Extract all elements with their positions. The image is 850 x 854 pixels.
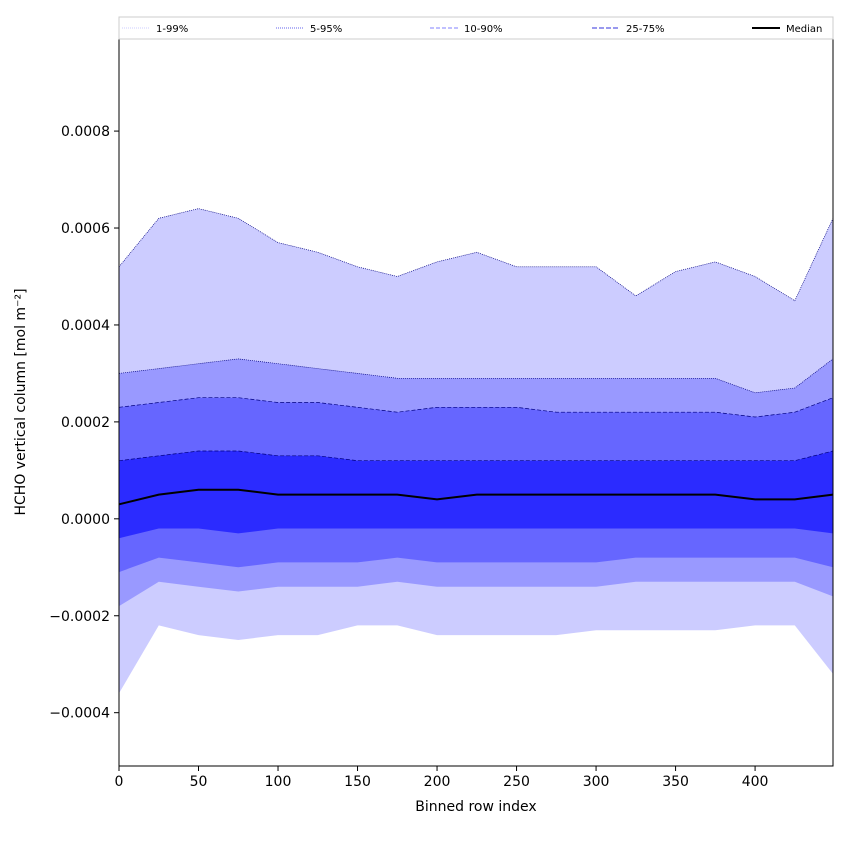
y-tick-label-3: 0.0002: [61, 415, 110, 431]
band-upper-edge-3: [118, 450, 834, 462]
x-tick-label-4: 200: [424, 774, 451, 790]
legend-label-2: 10-90%: [464, 24, 503, 35]
legend-label-3: 25-75%: [626, 24, 665, 35]
x-tick-label-3: 150: [344, 774, 371, 790]
x-axis-ticks: 0 50 100 150 200 250 300 350 400: [115, 766, 769, 790]
lines-layer: [118, 488, 834, 506]
legend-box: [118, 16, 834, 40]
x-tick-label-6: 300: [583, 774, 610, 790]
x-tick-label-7: 350: [662, 774, 689, 790]
x-tick-label-0: 0: [115, 774, 124, 790]
series-line-0: [118, 488, 834, 506]
x-tick-label-2: 100: [265, 774, 292, 790]
x-tick-label-1: 50: [190, 774, 208, 790]
y-tick-label-4: 0.0004: [61, 318, 110, 334]
legend-label-1: 5-95%: [310, 24, 342, 35]
y-tick-label-0: −0.0004: [49, 706, 110, 722]
legend-label-0: 1-99%: [156, 24, 188, 35]
y-tick-label-5: 0.0006: [61, 221, 110, 237]
y-tick-label-2: 0.0000: [61, 512, 110, 528]
y-tick-label-6: 0.0008: [61, 124, 110, 140]
band-upper-edge-1: [118, 358, 834, 394]
x-tick-label-8: 400: [742, 774, 769, 790]
y-axis-ticks: −0.0004 −0.0002 0.0000 0.0002 0.0004 0.0006 0.…: [49, 124, 119, 722]
y-tick-label-1: −0.0002: [49, 609, 110, 625]
legend: 1-99% 5-95% 10-90% 25-75% Median: [118, 16, 834, 40]
legend-label-4: Median: [786, 24, 822, 35]
bands-layer: [118, 208, 834, 694]
x-axis-label: Binned row index: [415, 799, 536, 815]
y-axis-label: HCHO vertical column [mol m⁻²]: [13, 288, 29, 515]
band-upper-edge-0: [118, 208, 834, 302]
x-tick-label-5: 250: [503, 774, 530, 790]
